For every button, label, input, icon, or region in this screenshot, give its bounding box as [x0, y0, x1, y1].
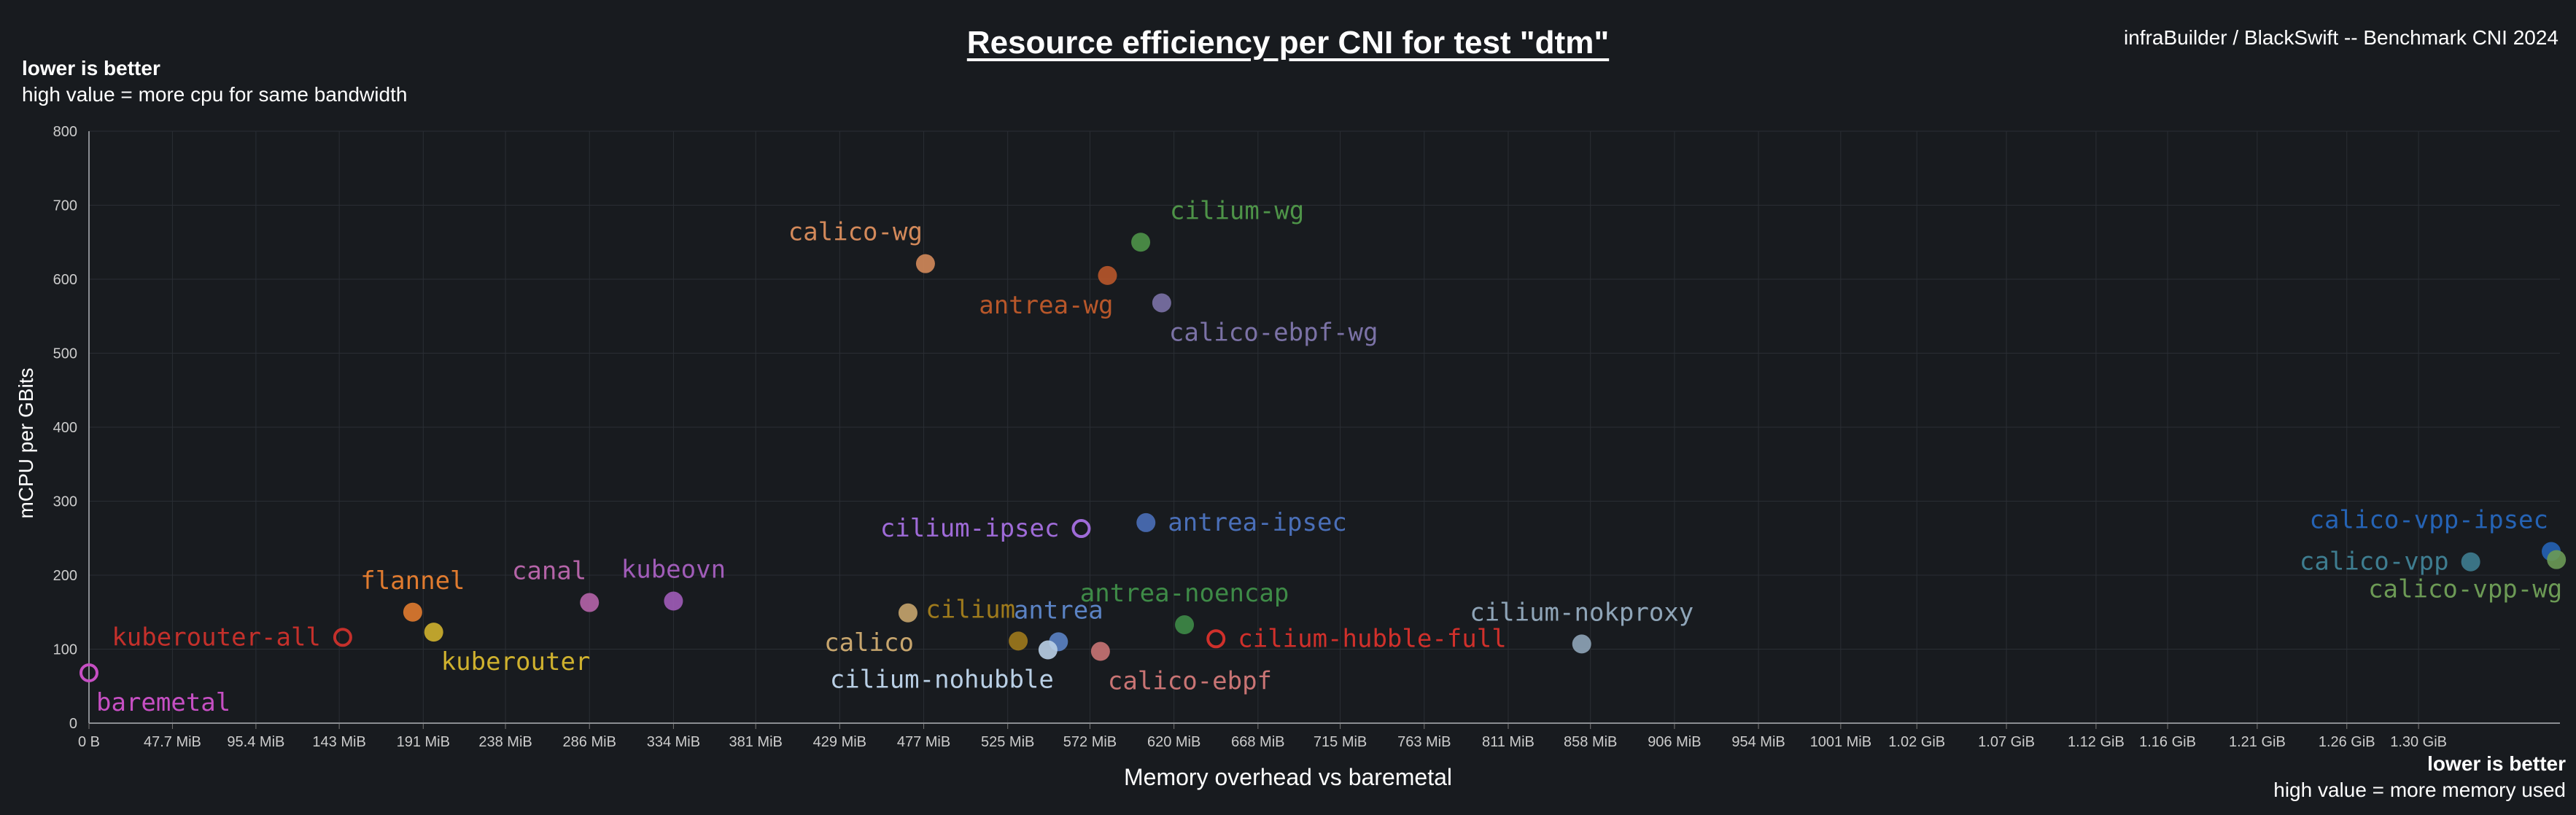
data-label-calico-vpp: calico-vpp: [2300, 547, 2449, 577]
data-point-cilium-wg: [1131, 233, 1151, 252]
data-point-calico-wg: [915, 254, 935, 273]
x-tick-label: 954 MiB: [1731, 734, 1785, 750]
x-tick-label: 1001 MiB: [1810, 734, 1872, 750]
data-label-canal: canal: [512, 557, 586, 586]
x-tick-label: 95.4 MiB: [227, 734, 284, 750]
data-label-kuberouter: kuberouter: [441, 647, 591, 676]
data-label-calico-vpp-wg: calico-vpp-wg: [2368, 575, 2562, 604]
x-axis-label: Memory overhead vs baremetal: [1124, 764, 1452, 790]
y-axis-note: lower is better high value = more cpu fo…: [22, 55, 407, 108]
x-tick-label: 763 MiB: [1397, 734, 1451, 750]
x-tick-label: 1.16 GiB: [2139, 734, 2196, 750]
x-tick-label: 191 MiB: [397, 734, 450, 750]
branding-text: infraBuilder / BlackSwift -- Benchmark C…: [2124, 26, 2558, 49]
y-tick-label: 700: [53, 198, 77, 214]
y-tick-label: 200: [53, 568, 77, 584]
data-point-cilium-nohubble: [1038, 640, 1058, 660]
data-point-calico-ebpf: [1090, 642, 1110, 661]
y-tick-label: 800: [53, 124, 77, 140]
data-point-calico: [898, 603, 917, 623]
x-tick-label: 477 MiB: [897, 734, 950, 750]
x-axis-note: lower is better high value = more memory…: [2273, 751, 2566, 803]
x-axis-note-heading: lower is better: [2427, 752, 2566, 775]
x-tick-label: 1.21 GiB: [2229, 734, 2286, 750]
data-point-cilium-ipsec: [1071, 519, 1091, 539]
data-point-antrea-noencap: [1175, 615, 1195, 635]
data-point-cilium-nokproxy: [1572, 634, 1591, 654]
x-tick-label: 715 MiB: [1314, 734, 1367, 750]
x-tick-label: 525 MiB: [981, 734, 1034, 750]
data-label-calico-ebpf-wg: calico-ebpf-wg: [1169, 318, 1378, 347]
x-tick-label: 1.26 GiB: [2319, 734, 2375, 750]
data-label-flannel: flannel: [360, 566, 465, 596]
x-tick-label: 620 MiB: [1147, 734, 1200, 750]
data-point-kuberouter: [424, 623, 443, 642]
data-label-antrea-wg: antrea-wg: [979, 291, 1113, 320]
y-axis-note-text: high value = more cpu for same bandwidth: [22, 83, 408, 106]
data-label-cilium: cilium: [926, 595, 1015, 624]
data-point-canal: [580, 593, 600, 612]
x-tick-label: 47.7 MiB: [144, 734, 201, 750]
y-tick-label: 400: [53, 420, 77, 436]
x-tick-label: 858 MiB: [1564, 734, 1617, 750]
data-point-flannel: [403, 602, 422, 622]
data-label-cilium-hubble-full: cilium-hubble-full: [1238, 624, 1506, 653]
data-label-kubeovn: kubeovn: [621, 555, 726, 585]
data-label-cilium-nohubble: cilium-nohubble: [830, 666, 1054, 695]
x-axis-note-text: high value = more memory used: [2273, 779, 2566, 801]
x-tick-label: 143 MiB: [312, 734, 365, 750]
data-label-antrea: antrea: [1014, 596, 1103, 625]
x-tick-label: 1.30 GiB: [2390, 734, 2447, 750]
data-label-calico-wg: calico-wg: [788, 218, 923, 247]
data-point-antrea-ipsec: [1136, 512, 1156, 532]
x-tick-label: 286 MiB: [563, 734, 616, 750]
data-label-antrea-ipsec: antrea-ipsec: [1168, 508, 1347, 537]
y-tick-label: 300: [53, 494, 77, 510]
data-label-calico: calico: [824, 628, 914, 658]
data-point-calico-vpp-wg: [2547, 550, 2567, 569]
x-tick-label: 334 MiB: [647, 734, 700, 750]
data-point-kuberouter-all: [333, 628, 352, 647]
x-tick-label: 0 B: [78, 734, 100, 750]
x-tick-label: 429 MiB: [813, 734, 866, 750]
data-point-cilium-hubble-full: [1206, 629, 1226, 649]
data-label-cilium-nokproxy: cilium-nokproxy: [1470, 598, 1694, 627]
x-tick-label: 1.02 GiB: [1888, 734, 1945, 750]
data-label-cilium-ipsec: cilium-ipsec: [880, 514, 1060, 543]
data-label-cilium-wg: cilium-wg: [1170, 196, 1304, 225]
x-tick-label: 238 MiB: [478, 734, 532, 750]
data-point-calico-vpp: [2461, 552, 2480, 572]
x-tick-label: 1.07 GiB: [1978, 734, 2035, 750]
y-tick-label: 0: [69, 716, 77, 732]
data-point-baremetal: [79, 663, 98, 682]
data-point-cilium: [1009, 631, 1028, 651]
x-tick-label: 811 MiB: [1482, 734, 1535, 750]
data-point-kubeovn: [664, 591, 683, 611]
x-tick-label: 668 MiB: [1231, 734, 1284, 750]
data-label-calico-ebpf: calico-ebpf: [1108, 667, 1272, 696]
x-tick-label: 381 MiB: [729, 734, 782, 750]
x-tick-label: 572 MiB: [1063, 734, 1117, 750]
chart-title: Resource efficiency per CNI for test "dt…: [966, 25, 1610, 61]
y-tick-label: 600: [53, 272, 77, 288]
data-point-calico-ebpf-wg: [1152, 293, 1171, 313]
data-label-calico-vpp-ipsec: calico-vpp-ipsec: [2309, 506, 2548, 535]
x-tick-label: 906 MiB: [1648, 734, 1701, 750]
data-point-antrea-wg: [1098, 265, 1117, 285]
y-tick-label: 500: [53, 346, 77, 362]
data-label-kuberouter-all: kuberouter-all: [112, 623, 321, 652]
y-tick-label: 100: [53, 642, 77, 658]
data-label-baremetal: baremetal: [96, 688, 230, 717]
data-label-antrea-noencap: antrea-noencap: [1080, 579, 1289, 608]
y-axis-note-heading: lower is better: [22, 57, 160, 79]
x-tick-label: 1.12 GiB: [2068, 734, 2125, 750]
